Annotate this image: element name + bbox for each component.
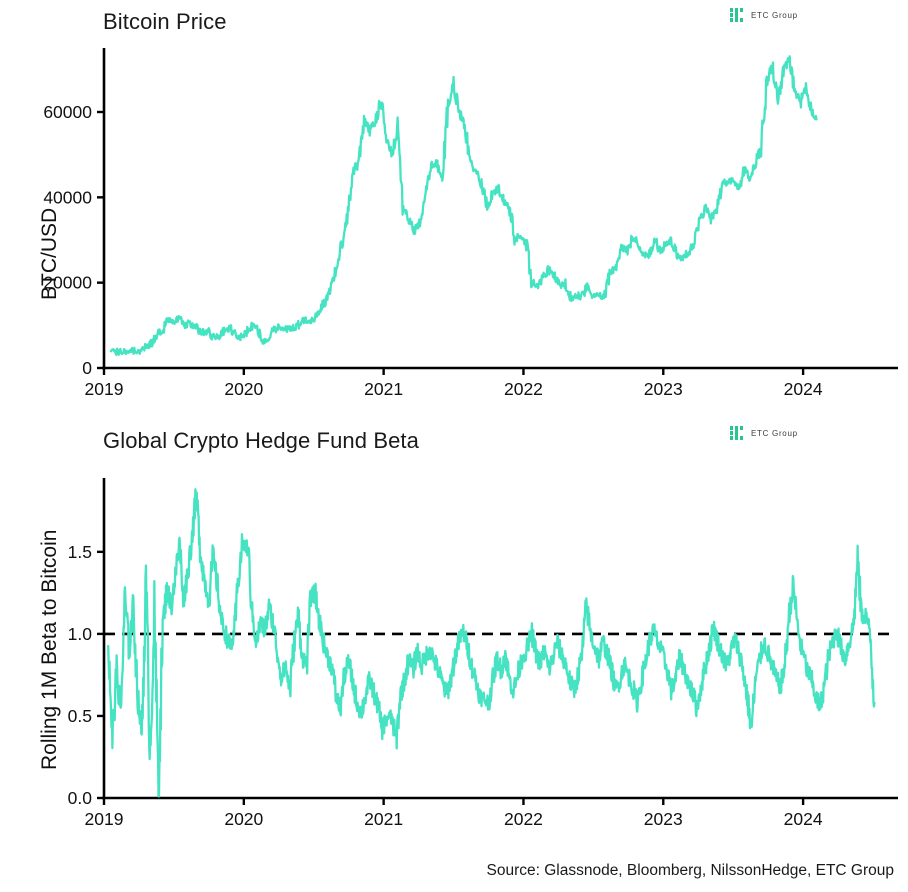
y-tick-label: 0.0 [68,788,93,808]
x-tick-label: 2024 [784,809,823,829]
y-tick-label: 0 [82,358,92,378]
x-tick-label: 2024 [784,379,823,399]
etc-logo-text: ETC Group [751,428,798,438]
x-tick-label: 2023 [644,379,683,399]
etc-group-logo-secondary: ETC Group [730,426,798,440]
x-tick-label: 2023 [644,809,683,829]
source-note: Source: Glassnode, Bloomberg, NilssonHed… [486,862,894,879]
etc-logo-text: ETC Group [751,10,798,20]
x-tick-label: 2020 [224,379,263,399]
x-tick-label: 2022 [504,379,543,399]
bitcoin-price-plot: 0 20000 40000 60000 2019 2020 2021 2022 2023 2024 [0,0,908,410]
bitcoin-price-svg: 0 20000 40000 60000 2019 2020 2021 2022 2023 2024 [43,48,898,399]
data-series-line [107,488,876,798]
etc-group-logo: ETC Group [730,8,798,22]
bitcoin-price-panel: Bitcoin Price ETC Group BTC/USD 0 20000 40… [0,0,908,410]
x-tick-label: 2021 [364,379,403,399]
hedge-fund-beta-plot: 0.0 0.5 1.0 1.5 2019 2020 2021 2022 2023 2024 [0,420,908,840]
x-tick-label: 2019 [85,379,124,399]
y-tick-label: 1.5 [68,542,92,562]
y-tick-label: 0.5 [68,706,92,726]
y-tick-label: 40000 [43,187,92,207]
y-tick-label: 20000 [43,273,92,293]
etc-logo-icon [730,8,743,22]
page-title: Bitcoin Price [103,9,227,34]
x-tick-label: 2019 [85,809,124,829]
data-series-line [109,55,818,357]
y-tick-label: 60000 [43,102,92,122]
y-tick-label: 1.0 [68,624,93,644]
x-tick-label: 2021 [364,809,403,829]
x-tick-label: 2020 [224,809,263,829]
x-tick-label: 2022 [504,809,543,829]
hedge-fund-beta-svg: 0.0 0.5 1.0 1.5 2019 2020 2021 2022 2023 2024 [68,478,898,829]
etc-logo-icon [730,426,743,440]
hedge-fund-beta-panel: Global Crypto Hedge Fund Beta ETC Group … [0,420,908,840]
chart-title-beta: Global Crypto Hedge Fund Beta [103,428,419,453]
